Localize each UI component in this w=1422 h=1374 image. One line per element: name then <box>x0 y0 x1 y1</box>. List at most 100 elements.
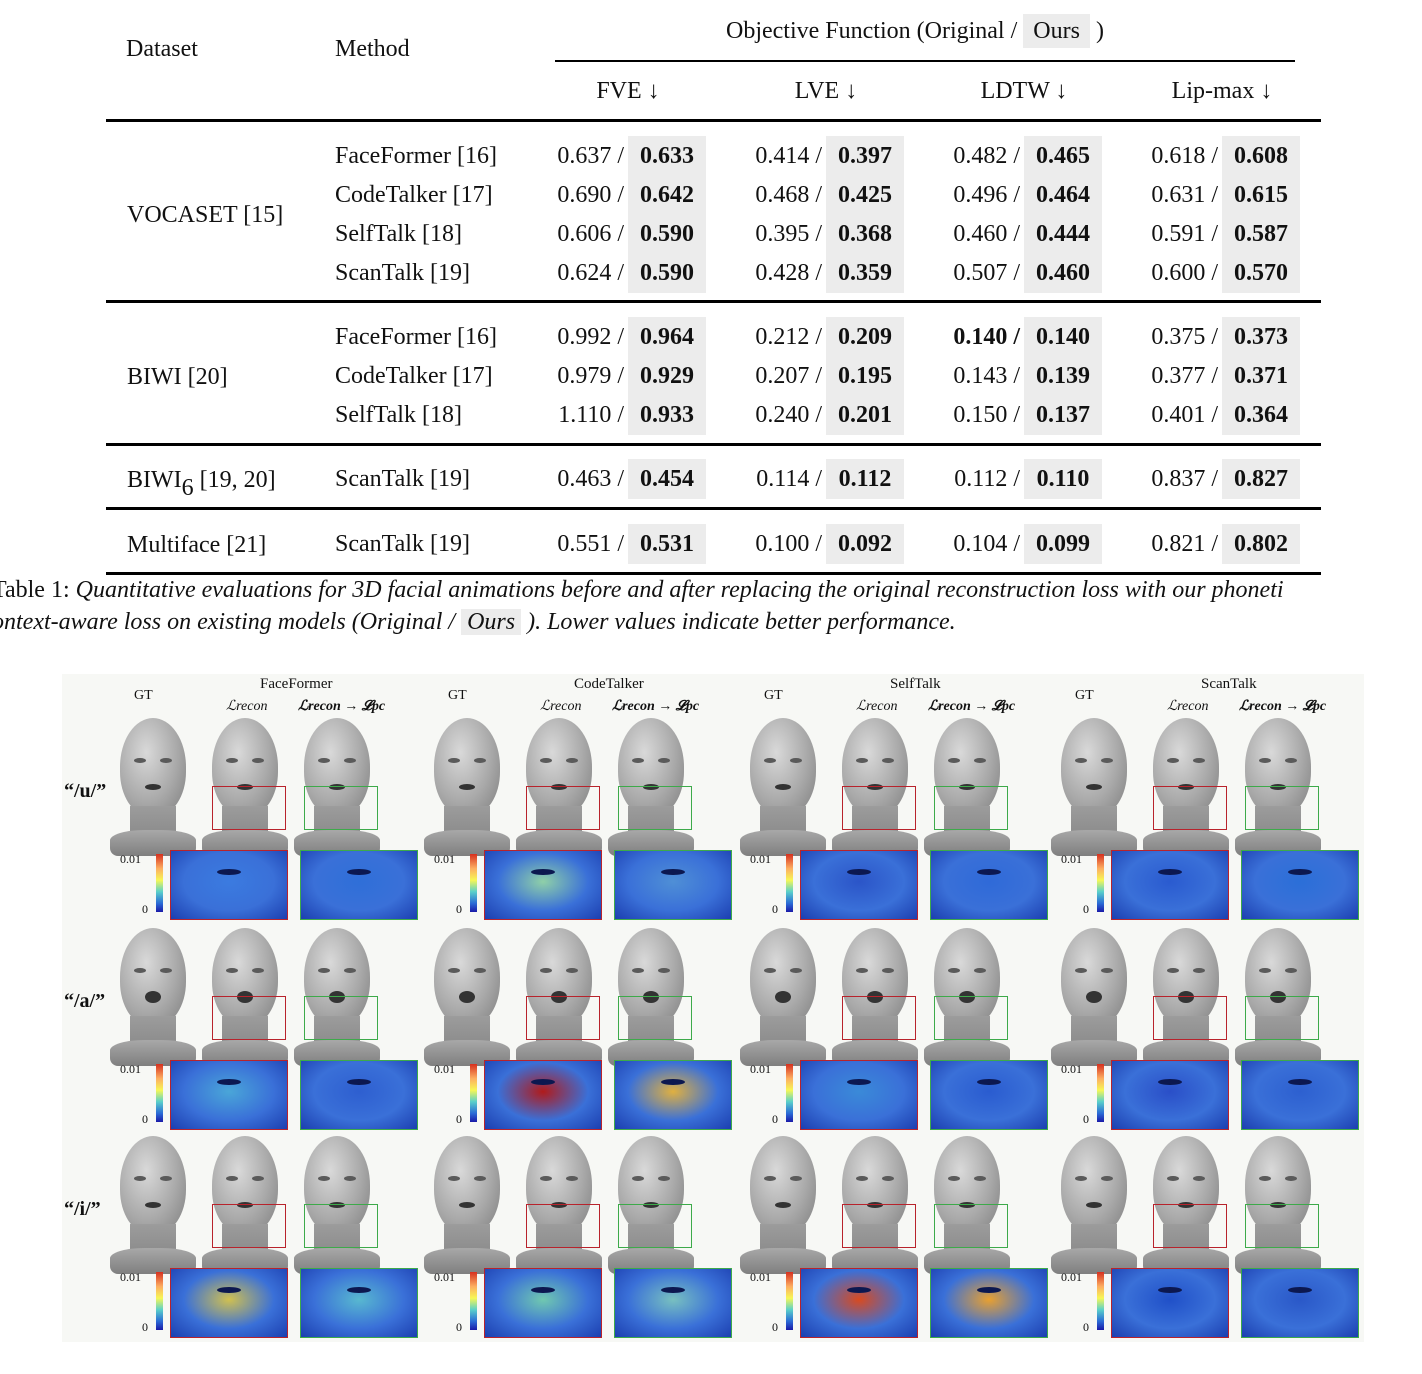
roi-pc-1-0 <box>304 996 378 1040</box>
heatmap-pc-1-1 <box>614 1060 732 1130</box>
model-title-3: ScanTalk <box>1201 676 1257 692</box>
value-ours-0-1-0: 0.642 <box>640 182 694 208</box>
dataset-label-3: Multiface [21] <box>127 531 267 558</box>
roi-pc-2-2 <box>934 1204 1008 1248</box>
value-ours-1-2-2: 0.137 <box>1036 402 1090 428</box>
head-eye <box>790 758 802 763</box>
head-eye <box>226 968 238 973</box>
head-0-2-0 <box>740 718 826 856</box>
value-ours-0-1-3: 0.615 <box>1234 182 1288 208</box>
head-eye <box>1075 968 1087 973</box>
heatmap-recon-1-3 <box>1111 1060 1229 1130</box>
value-original-0-2-1: 0.395 / <box>755 221 822 247</box>
head-eye <box>474 1176 486 1181</box>
dataset-label-0: VOCASET [15] <box>127 202 284 228</box>
head-1-2-1 <box>832 928 918 1066</box>
head-eye <box>856 758 868 763</box>
head-mouth <box>459 991 475 1003</box>
head-mouth <box>237 1202 253 1208</box>
ours-shade-2-3 <box>1222 459 1300 499</box>
method-0-2: SelfTalk [18] <box>335 221 462 247</box>
head-mouth <box>551 1202 567 1208</box>
phoneme-label-2: “/i/” <box>64 1198 101 1220</box>
head-mouth <box>959 784 975 790</box>
qualitative-figure: GT FaceFormer ℒrecon ℒrecon → 𝓛pc GT CodeTalk… <box>62 674 1364 1342</box>
heatmap-mouth <box>347 1079 371 1085</box>
head-skull <box>120 1136 186 1234</box>
heatmap-recon-2-3 <box>1111 1268 1229 1338</box>
head-skull <box>934 928 1000 1026</box>
value-ours-0-3-2: 0.460 <box>1036 260 1090 286</box>
heatmap-recon-2-0 <box>170 1268 288 1338</box>
head-eye <box>566 968 578 973</box>
ours-shade-0-1 <box>826 136 904 293</box>
gt-label-3: GT <box>1075 688 1094 703</box>
value-original-0-1-3: 0.631 / <box>1151 182 1218 208</box>
value-original-2-0-2: 0.112 / <box>954 466 1020 492</box>
rule-group-1 <box>106 443 1321 446</box>
head-eye <box>474 968 486 973</box>
head-eye <box>632 758 644 763</box>
head-eye <box>764 968 776 973</box>
value-ours-0-3-1: 0.359 <box>838 260 892 286</box>
ours-shade-0-0 <box>628 136 706 293</box>
heatmap-recon-0-2 <box>800 850 918 920</box>
colorbar-min-0-2: 0 <box>772 902 778 916</box>
value-ours-1-2-1: 0.201 <box>838 402 892 428</box>
value-ours-3-0-1: 0.092 <box>838 531 892 557</box>
head-eye <box>1259 1176 1271 1181</box>
head-mouth <box>775 1202 791 1208</box>
head-eye <box>1101 1176 1113 1181</box>
value-ours-0-0-3: 0.608 <box>1234 143 1288 169</box>
colorbar-max-0-0: 0.01 <box>120 852 141 866</box>
head-eye <box>790 1176 802 1181</box>
head-mouth <box>959 991 975 1003</box>
value-ours-0-0-2: 0.465 <box>1036 143 1090 169</box>
caption-text-3: ). Lower values indicate better performa… <box>521 609 956 635</box>
head-skull <box>1153 928 1219 1026</box>
head-mouth <box>867 1202 883 1208</box>
colorbar-max-0-2: 0.01 <box>750 852 771 866</box>
header-metric-3: Lip-max ↓ <box>1171 78 1273 104</box>
heatmap-mouth <box>977 869 1001 875</box>
head-mouth <box>1178 1202 1194 1208</box>
value-original-2-0-1: 0.114 / <box>756 466 822 492</box>
head-1-2-0 <box>740 928 826 1066</box>
value-ours-0-3-0: 0.590 <box>640 260 694 286</box>
roi-pc-0-1 <box>618 786 692 830</box>
head-skull <box>1245 1136 1311 1234</box>
header-dataset: Dataset <box>126 36 198 62</box>
value-original-1-0-3: 0.375 / <box>1151 324 1218 350</box>
heatmap-recon-2-1 <box>484 1268 602 1338</box>
value-original-1-1-0: 0.979 / <box>557 363 624 389</box>
head-mouth <box>1270 991 1286 1003</box>
head-skull <box>304 718 370 816</box>
value-original-0-3-0: 0.624 / <box>557 260 624 286</box>
value-ours-3-0-0: 0.531 <box>640 531 694 557</box>
head-mouth <box>237 991 253 1003</box>
value-original-1-1-1: 0.207 / <box>755 363 822 389</box>
head-skull <box>120 718 186 816</box>
heatmap-recon-1-0 <box>170 1060 288 1130</box>
head-eye <box>1167 968 1179 973</box>
gt-label-0: GT <box>134 688 153 703</box>
head-skull <box>750 1136 816 1234</box>
head-eye <box>318 1176 330 1181</box>
value-ours-0-2-3: 0.587 <box>1234 221 1288 247</box>
head-0-0-2 <box>294 718 380 856</box>
head-skull <box>934 718 1000 816</box>
colorbar-min-0-1: 0 <box>456 902 462 916</box>
heatmap-mouth <box>217 1287 241 1293</box>
value-ours-0-0-1: 0.397 <box>838 143 892 169</box>
header-metric-0: FVE ↓ <box>596 78 660 104</box>
roi-recon-1-0 <box>212 996 286 1040</box>
head-mouth <box>145 1202 161 1208</box>
recon-label-3: ℒrecon <box>1167 699 1209 714</box>
head-eye <box>540 968 552 973</box>
roi-pc-2-0 <box>304 1204 378 1248</box>
value-ours-1-1-2: 0.139 <box>1036 363 1090 389</box>
head-mouth <box>459 784 475 790</box>
head-skull <box>1153 718 1219 816</box>
head-eye <box>252 758 264 763</box>
value-ours-0-2-0: 0.590 <box>640 221 694 247</box>
